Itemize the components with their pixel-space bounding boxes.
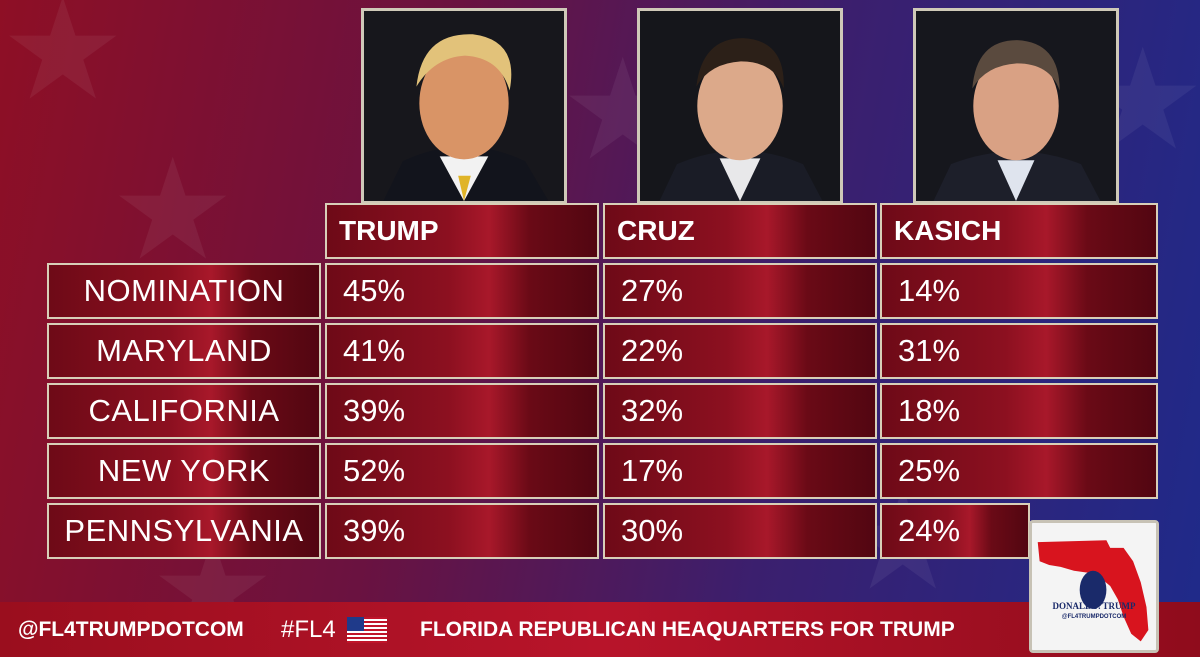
value-cell: 24% (880, 503, 1030, 559)
value-cell: 30% (603, 503, 877, 559)
row-label: NEW YORK (47, 443, 321, 499)
candidate-photo-trump (361, 8, 567, 204)
candidate-photo-cruz (637, 8, 843, 204)
hashtag: #FL4 (281, 615, 336, 643)
value-cell: 27% (603, 263, 877, 319)
value-cell: 14% (880, 263, 1158, 319)
background-star-icon: ★ (0, 0, 126, 128)
value-cell: 31% (880, 323, 1158, 379)
social-handle: @FL4TRUMPDOTCOM (18, 617, 244, 641)
row-label: CALIFORNIA (47, 383, 321, 439)
candidate-photo-kasich (913, 8, 1119, 204)
value-cell: 41% (325, 323, 599, 379)
row-label: MARYLAND (47, 323, 321, 379)
value-cell: 17% (603, 443, 877, 499)
footer-bar: @FL4TRUMPDOTCOM #FL4 FLORIDA REPUBLICAN … (0, 602, 1200, 657)
value-cell: 45% (325, 263, 599, 319)
logo-text: DONALD J. TRUMP (1052, 601, 1136, 611)
footer-headline: FLORIDA REPUBLICAN HEAQUARTERS FOR TRUMP (420, 617, 955, 641)
value-cell: 39% (325, 503, 599, 559)
column-header-cruz: CRUZ (603, 203, 877, 259)
row-label: NOMINATION (47, 263, 321, 319)
value-cell: 25% (880, 443, 1158, 499)
value-cell: 18% (880, 383, 1158, 439)
column-header-kasich: KASICH (880, 203, 1158, 259)
florida-logo-badge: DONALD J. TRUMP @FL4TRUMPDOTCOM (1029, 520, 1159, 653)
florida-map-icon (1032, 523, 1156, 650)
column-header-trump: TRUMP (325, 203, 599, 259)
logo-subtext: @FL4TRUMPDOTCOM (1061, 614, 1127, 620)
row-label: PENNSYLVANIA (47, 503, 321, 559)
us-flag-icon (347, 617, 387, 643)
background-star-icon: ★ (110, 131, 236, 288)
value-cell: 52% (325, 443, 599, 499)
value-cell: 39% (325, 383, 599, 439)
value-cell: 32% (603, 383, 877, 439)
value-cell: 22% (603, 323, 877, 379)
